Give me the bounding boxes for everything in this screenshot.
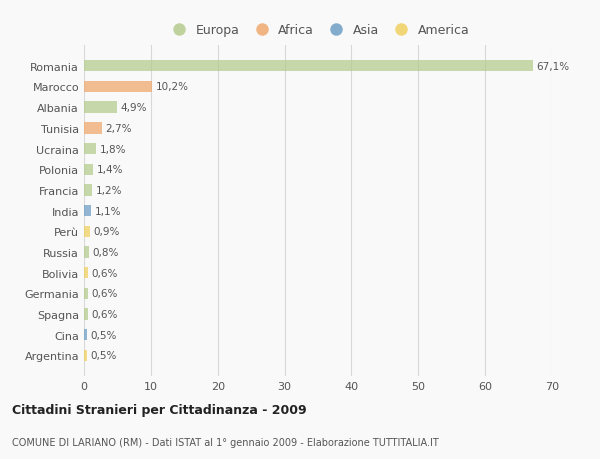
- Text: 0,6%: 0,6%: [91, 268, 118, 278]
- Bar: [84, 288, 88, 299]
- Bar: [84, 82, 152, 93]
- Text: 1,2%: 1,2%: [95, 185, 122, 196]
- Bar: [84, 206, 91, 217]
- Bar: [84, 123, 102, 134]
- Text: COMUNE DI LARIANO (RM) - Dati ISTAT al 1° gennaio 2009 - Elaborazione TUTTITALIA: COMUNE DI LARIANO (RM) - Dati ISTAT al 1…: [12, 437, 439, 447]
- Bar: [84, 102, 117, 113]
- Text: 0,5%: 0,5%: [91, 351, 117, 361]
- Text: 1,1%: 1,1%: [95, 206, 121, 216]
- Bar: [84, 330, 88, 341]
- Bar: [84, 226, 90, 237]
- Bar: [84, 350, 88, 361]
- Legend: Europa, Africa, Asia, America: Europa, Africa, Asia, America: [161, 19, 475, 42]
- Text: 0,5%: 0,5%: [91, 330, 117, 340]
- Text: 2,7%: 2,7%: [106, 123, 132, 134]
- Bar: [84, 61, 533, 72]
- Bar: [84, 309, 88, 320]
- Bar: [84, 185, 92, 196]
- Text: 1,8%: 1,8%: [100, 144, 126, 154]
- Text: Cittadini Stranieri per Cittadinanza - 2009: Cittadini Stranieri per Cittadinanza - 2…: [12, 403, 307, 416]
- Text: 67,1%: 67,1%: [536, 62, 569, 72]
- Bar: [84, 268, 88, 279]
- Text: 0,6%: 0,6%: [91, 289, 118, 299]
- Bar: [84, 164, 94, 175]
- Text: 0,8%: 0,8%: [92, 247, 119, 257]
- Text: 0,9%: 0,9%: [94, 227, 120, 237]
- Text: 0,6%: 0,6%: [91, 309, 118, 319]
- Bar: [84, 144, 96, 155]
- Text: 4,9%: 4,9%: [120, 103, 146, 113]
- Text: 1,4%: 1,4%: [97, 165, 123, 175]
- Text: 10,2%: 10,2%: [155, 82, 188, 92]
- Bar: [84, 247, 89, 258]
